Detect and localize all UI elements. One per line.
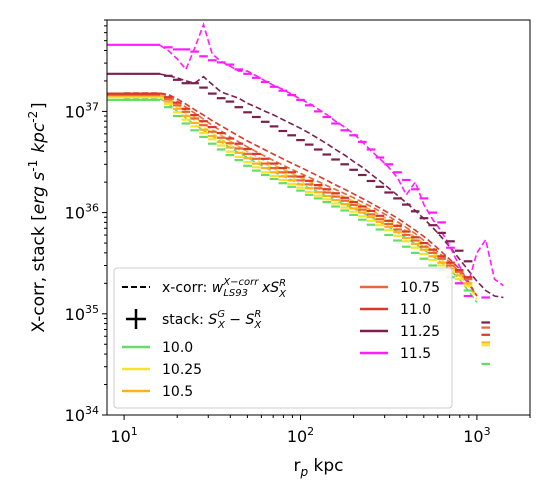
y-tick-label: 1037 [65, 100, 99, 121]
legend-label: x-corr: wX−corr LS93 xSR X [162, 277, 287, 300]
legend-label: 10.0 [162, 340, 193, 356]
legend-entry: 11.5 [360, 346, 431, 362]
legend-box [113, 267, 453, 409]
legend-entry: 10.5 [122, 384, 193, 400]
stack-series-11-5 [107, 43, 490, 299]
legend-entry: 11.25 [360, 324, 440, 340]
xcorr-line-11-0 [124, 92, 478, 297]
y-tick-label: 1036 [65, 202, 99, 223]
legend-entry: 11.0 [360, 302, 431, 318]
plot-area [107, 22, 504, 365]
legend-label: 10.75 [400, 280, 440, 296]
legend-entry: stack: SG X − SR X [126, 309, 262, 331]
legend-entry: 10.0 [122, 340, 193, 356]
xcorr-line-11-25 [124, 73, 504, 299]
y-tick-label: 1035 [65, 303, 99, 324]
legend-label: 11.0 [400, 302, 431, 318]
legend-label: 11.25 [400, 324, 440, 340]
y-axis-label: X-corr, stack [erg s-1 kpc-2 ] [26, 102, 49, 332]
legend-label: stack: SG X − SR X [162, 309, 262, 331]
legend-label: 11.5 [400, 346, 431, 362]
legend-entry: x-corr: wX−corr LS93 xSR X [122, 277, 287, 300]
axes: 101 102 103 1034 1035 1036 1037 rp kpc X-corr, s… [26, 19, 531, 479]
legend-entry: 10.25 [122, 362, 202, 378]
xcorr-line-11-5 [124, 22, 504, 287]
stack-series-11-25 [107, 72, 490, 324]
x-tick-label: 102 [287, 425, 314, 446]
x-axis-label: rp kpc [293, 456, 343, 479]
legend-entry: 10.75 [360, 280, 440, 296]
xcorr-line-10-75 [124, 92, 478, 297]
x-tick-label: 103 [463, 425, 490, 446]
stack-series-10-75 [107, 93, 490, 329]
legend-label: 10.25 [162, 362, 202, 378]
legend: x-corr: wX−corr LS93 xSR X stack: SG X − SR X 1… [113, 267, 453, 409]
xcorr-line-10-0 [124, 97, 478, 303]
stack-series-11-0 [107, 92, 490, 336]
xcorr-line-10-5 [124, 94, 478, 297]
legend-label: 10.5 [162, 384, 193, 400]
y-tick-label: 1034 [65, 404, 99, 425]
x-tick-label: 101 [110, 425, 137, 446]
